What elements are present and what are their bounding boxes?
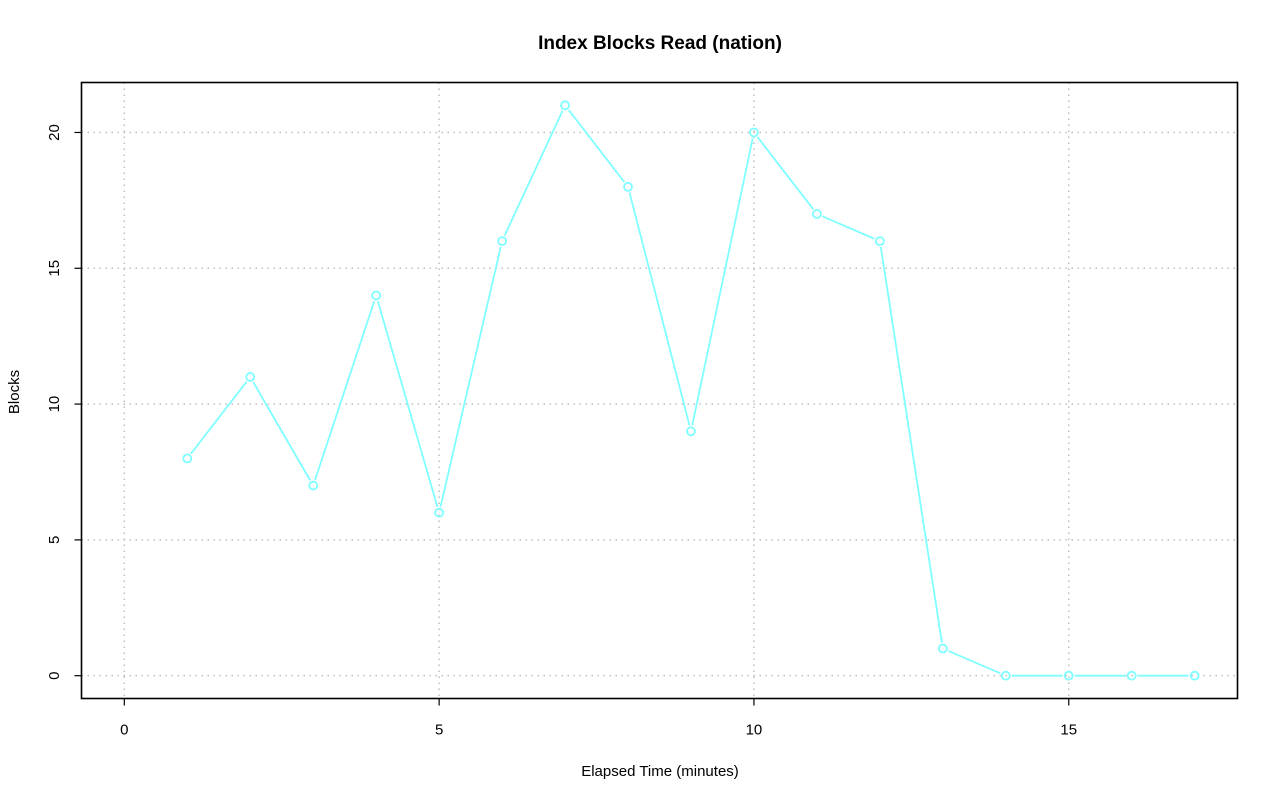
series-0-point-10 xyxy=(812,209,822,219)
series-0-point-8 xyxy=(686,426,696,437)
series-0-point-6 xyxy=(560,100,570,111)
series-0-segment-1 xyxy=(252,381,311,481)
x-tick-label-2: 10 xyxy=(746,722,763,739)
x-tick-label-0: 0 xyxy=(120,722,128,739)
series-0-point-7 xyxy=(623,181,633,192)
series-0-point-2 xyxy=(308,480,319,491)
series-0-point-5 xyxy=(497,236,507,247)
series-0-point-4 xyxy=(434,507,445,518)
series-0-point-3 xyxy=(371,290,382,301)
plot-frame xyxy=(80,81,1239,700)
y-tick-label-1: 5 xyxy=(46,536,63,544)
series-0-point-13 xyxy=(1000,670,1011,681)
series-0-point-1 xyxy=(245,372,256,382)
series-0-segment-3 xyxy=(376,300,439,508)
series-0-segment-9 xyxy=(756,136,814,210)
series-0-segment-5 xyxy=(503,110,564,237)
series-0-segment-12 xyxy=(947,650,1001,675)
series-0-point-9 xyxy=(749,127,759,138)
series-0-segment-4 xyxy=(439,246,502,508)
y-tick-label-4: 20 xyxy=(46,124,63,141)
series-0-point-14 xyxy=(1063,670,1074,681)
series-0-segment-8 xyxy=(691,138,754,426)
series-0-point-12 xyxy=(937,643,948,654)
x-axis-label: Elapsed Time (minutes) xyxy=(581,763,739,780)
series-layer xyxy=(182,100,1200,681)
series-0-point-15 xyxy=(1126,670,1137,681)
series-0-segment-11 xyxy=(879,246,943,643)
y-tick-label-2: 10 xyxy=(46,396,63,413)
series-0-point-0 xyxy=(182,453,193,464)
y-tick-label-3: 15 xyxy=(46,260,63,277)
chart-title: Index Blocks Read (nation) xyxy=(538,33,782,54)
series-0-segment-6 xyxy=(568,109,626,183)
x-tick-label-1: 5 xyxy=(435,722,443,739)
series-0-segment-10 xyxy=(822,215,875,240)
x-tick-label-3: 15 xyxy=(1060,722,1077,739)
series-0-segment-2 xyxy=(314,300,376,481)
series-0-point-11 xyxy=(874,236,885,247)
y-axis-label: Blocks xyxy=(6,370,23,414)
grid xyxy=(81,82,1238,699)
axes: 0 5 10 15 0 5 10 15 20 xyxy=(46,124,1077,738)
y-tick-label-0: 0 xyxy=(46,672,63,680)
series-0-segment-0 xyxy=(190,381,248,455)
series-0-segment-7 xyxy=(628,192,691,426)
series-0-point-16 xyxy=(1189,670,1200,681)
